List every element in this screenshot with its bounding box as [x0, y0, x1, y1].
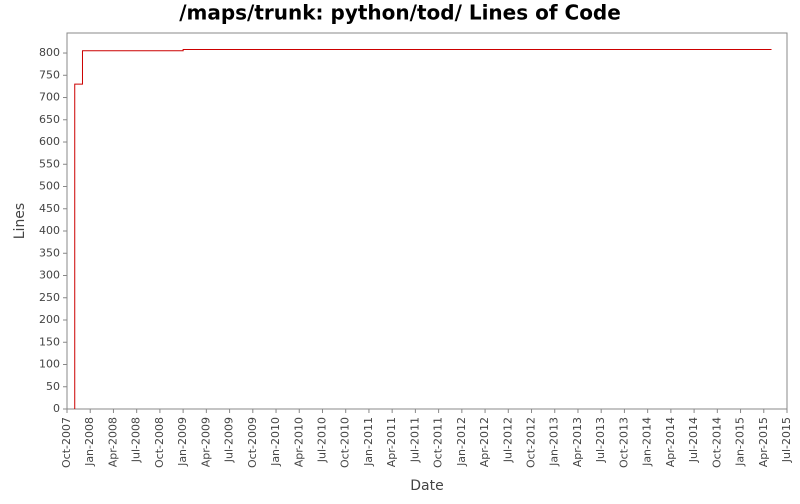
y-tick-label: 350 [39, 246, 60, 259]
x-tick-label: Apr-2015 [757, 417, 770, 467]
x-tick-label: Apr-2012 [478, 417, 491, 467]
x-tick-label: Oct-2013 [617, 417, 630, 468]
x-tick-label: Jul-2013 [594, 417, 607, 463]
x-tick-label: Jan-2011 [362, 417, 375, 467]
y-tick-label: 550 [39, 157, 60, 170]
x-tick-label: Apr-2013 [571, 417, 584, 467]
y-tick-label: 450 [39, 202, 60, 215]
y-tick-label: 600 [39, 135, 60, 148]
chart-title: /maps/trunk: python/tod/ Lines of Code [179, 1, 621, 25]
y-tick-label: 0 [53, 402, 60, 415]
y-tick-label: 300 [39, 269, 60, 282]
y-tick-label: 400 [39, 224, 60, 237]
y-tick-label: 150 [39, 335, 60, 348]
y-tick-label: 800 [39, 46, 60, 59]
y-tick-label: 200 [39, 313, 60, 326]
plot-area [66, 32, 788, 410]
x-tick-label: Jan-2009 [176, 417, 189, 467]
y-tick-label: 100 [39, 358, 60, 371]
x-tick-label: Oct-2008 [153, 417, 166, 468]
x-tick-label: Jan-2012 [455, 417, 468, 467]
x-tick-label: Jan-2010 [269, 417, 282, 467]
y-tick-label: 700 [39, 91, 60, 104]
x-tick-label: Oct-2009 [246, 417, 259, 468]
y-tick-label: 50 [46, 380, 60, 393]
x-tick-label: Jul-2010 [315, 417, 328, 463]
x-tick-label: Apr-2008 [106, 417, 119, 467]
x-tick-label: Apr-2009 [199, 417, 212, 467]
x-tick-label: Jan-2015 [734, 417, 747, 467]
line [74, 48, 772, 409]
x-tick-label: Jul-2012 [501, 417, 514, 463]
y-tick-label: 650 [39, 113, 60, 126]
x-tick-label: Oct-2011 [432, 417, 445, 468]
x-tick-label: Apr-2011 [385, 417, 398, 467]
y-tick-label: 500 [39, 180, 60, 193]
x-tick-label: Jul-2009 [223, 417, 236, 463]
y-axis-label: Lines [12, 203, 28, 239]
x-tick-label: Apr-2014 [664, 417, 677, 467]
x-tick-label: Jan-2008 [83, 417, 96, 467]
x-tick-label: Oct-2012 [525, 417, 538, 468]
x-tick-label: Jan-2014 [641, 417, 654, 467]
y-tick-label: 250 [39, 291, 60, 304]
x-tick-label: Jul-2008 [130, 417, 143, 463]
x-tick-label: Jul-2015 [780, 417, 793, 463]
x-tick-label: Oct-2010 [339, 417, 352, 468]
x-tick-label: Apr-2010 [292, 417, 305, 467]
x-axis-label: Date [410, 478, 443, 494]
x-tick-label: Jul-2014 [687, 417, 700, 463]
y-tick-label: 750 [39, 68, 60, 81]
x-tick-label: Jul-2011 [408, 417, 421, 463]
x-tick-label: Oct-2014 [710, 417, 723, 468]
x-tick-label: Jan-2013 [548, 417, 561, 467]
x-tick-label: Oct-2007 [60, 417, 73, 468]
